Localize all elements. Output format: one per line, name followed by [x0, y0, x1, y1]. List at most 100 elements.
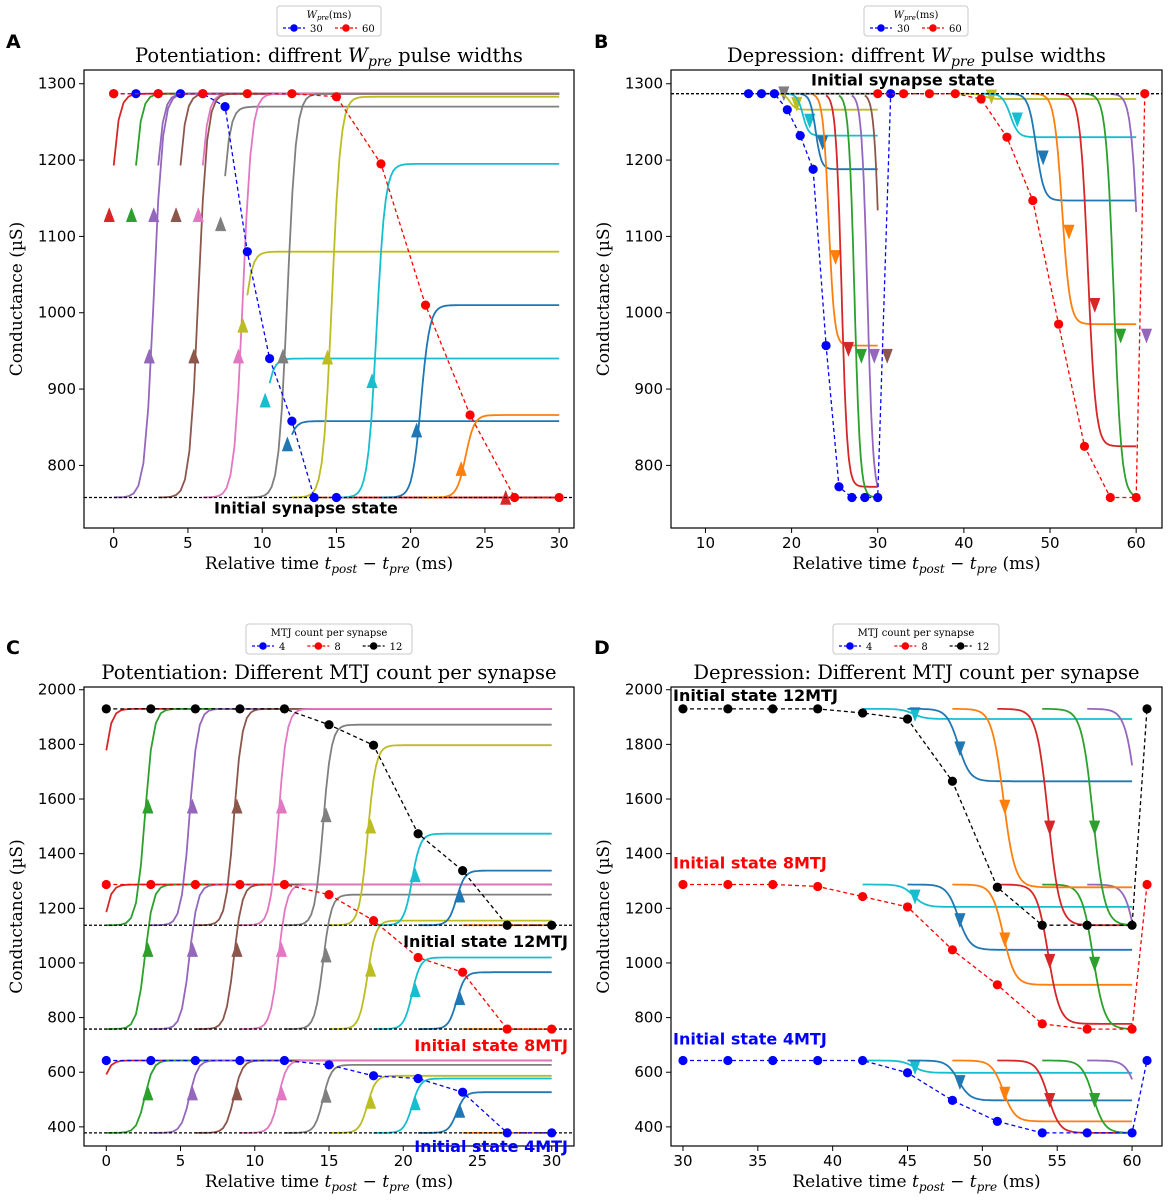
up-arrow [281, 436, 294, 452]
y-tick-label: 1100 [625, 227, 663, 245]
xlabel-sub-pre: pre [977, 562, 998, 576]
mtj8-marker [413, 952, 423, 963]
x-tick-label: 10 [245, 1152, 264, 1170]
wpre30-curve [864, 94, 879, 211]
mtj4-marker [235, 1055, 245, 1066]
wpre60-curve [1032, 92, 1137, 326]
wpre30-marker [769, 89, 779, 99]
title-rest: pulse widths [975, 44, 1106, 67]
mtj4-marker [858, 1055, 868, 1066]
annotation-D-12mtj: Initial state 12MTJ [673, 686, 838, 705]
legend-label: 12 [390, 642, 403, 653]
legend-label: 12 [977, 642, 990, 653]
up-arrow [454, 990, 466, 1006]
legend-title-unit: (ms) [329, 10, 352, 21]
title-B: Depression: diffrent Wpre pulse widths [727, 44, 1106, 70]
x-tick-label: 30 [542, 1152, 561, 1170]
x-tick-label: 30 [673, 1152, 692, 1170]
title-W: W [348, 44, 370, 67]
wpre60-curve [1084, 93, 1137, 497]
x-axis-label: Relative time tpost − tpre (ms) [792, 554, 1040, 576]
wpre60-curve [336, 163, 560, 499]
legend-label: 60 [362, 24, 375, 35]
x-tick-label: 55 [1048, 1152, 1067, 1170]
wpre60-marker [924, 89, 935, 99]
up-arrow [259, 392, 271, 408]
plot-frame-B [670, 69, 1163, 529]
mtj8-dashed-line [683, 883, 1148, 1030]
xlabel-t2: t [382, 554, 389, 574]
y-tick-label: 2000 [38, 681, 76, 699]
mtj8-marker [723, 879, 733, 890]
wpre60-curve [1110, 93, 1138, 213]
mtj4-marker [413, 1073, 423, 1084]
title-text: Potentiation: diffrent [135, 44, 348, 67]
up-arrow [192, 207, 204, 223]
y-tick-label: 600 [634, 1063, 663, 1081]
wpre60-marker [1105, 492, 1115, 503]
wpre30-curve [201, 92, 560, 166]
wpre60-marker [153, 89, 163, 99]
xlabel-sub-post: post [331, 1180, 357, 1194]
mtj12-curve [373, 832, 552, 927]
mtj12-marker [1127, 920, 1137, 930]
up-arrow [364, 818, 377, 834]
legend-marker [929, 24, 937, 32]
x-axis-label: Relative time tpost − tpre (ms) [205, 1172, 453, 1194]
y-tick-label: 900 [47, 380, 76, 398]
wpre30-marker [220, 102, 230, 112]
wpre60-marker [1054, 319, 1064, 329]
down-arrow [954, 741, 966, 757]
y-tick-label: 1200 [38, 899, 76, 917]
mtj8-marker [1142, 879, 1152, 890]
wpre30-curve [838, 94, 878, 499]
xlabel-t: t [324, 554, 331, 574]
y-tick-label: 2000 [625, 681, 663, 699]
y-tick-label: 1600 [625, 790, 663, 808]
down-arrow [1089, 298, 1101, 313]
x-tick-label: 10 [253, 534, 272, 552]
x-tick-label: 60 [1127, 534, 1146, 552]
mtj8-curve [862, 883, 1133, 908]
y-tick-label: 1200 [625, 151, 663, 169]
x-tick-label: 45 [898, 1152, 917, 1170]
down-arrow [999, 799, 1011, 815]
mtj12-marker [502, 920, 512, 930]
mtj12-marker [768, 704, 778, 714]
x-tick-label: 35 [748, 1152, 767, 1170]
down-arrow [1063, 224, 1075, 240]
mtj8-marker [1037, 1019, 1047, 1029]
mtj12-marker [858, 708, 868, 718]
mtj4-marker [1127, 1128, 1137, 1138]
wpre30-curve [246, 250, 560, 296]
y-tick-label: 1300 [625, 75, 663, 93]
mtj8-marker [902, 902, 913, 912]
mtj4-marker [458, 1087, 468, 1097]
y-tick-label: 1600 [38, 790, 76, 808]
xlabel-sub-post: post [919, 1180, 945, 1194]
mtj12-curve [997, 708, 1133, 927]
up-arrow [275, 1085, 288, 1101]
wpre60-curve [1058, 93, 1137, 448]
title-D: Depression: Different MTJ count per syna… [693, 661, 1139, 684]
title-W: W [931, 44, 953, 67]
wpre30-marker [886, 89, 896, 99]
xlabel-minus: − [945, 1172, 970, 1192]
up-arrow [170, 207, 182, 223]
y-tick-label: 1400 [38, 845, 76, 863]
legend-title: MTJ count per synapse [271, 628, 388, 639]
mtj12-marker [368, 740, 379, 750]
wpre60-marker [898, 89, 909, 99]
legend-label: 30 [897, 24, 910, 35]
up-arrow [320, 1087, 332, 1103]
mtj4-marker [368, 1071, 379, 1081]
up-arrow [409, 867, 421, 883]
mtj8-curve [284, 893, 552, 1030]
up-arrow [366, 373, 378, 388]
title-sub-pre: pre [368, 54, 392, 70]
up-arrow [454, 1102, 466, 1118]
wpre60-marker [1028, 195, 1038, 206]
wpre60-marker [465, 410, 475, 420]
wpre30-curve [179, 92, 560, 166]
y-tick-label: 800 [634, 456, 663, 474]
